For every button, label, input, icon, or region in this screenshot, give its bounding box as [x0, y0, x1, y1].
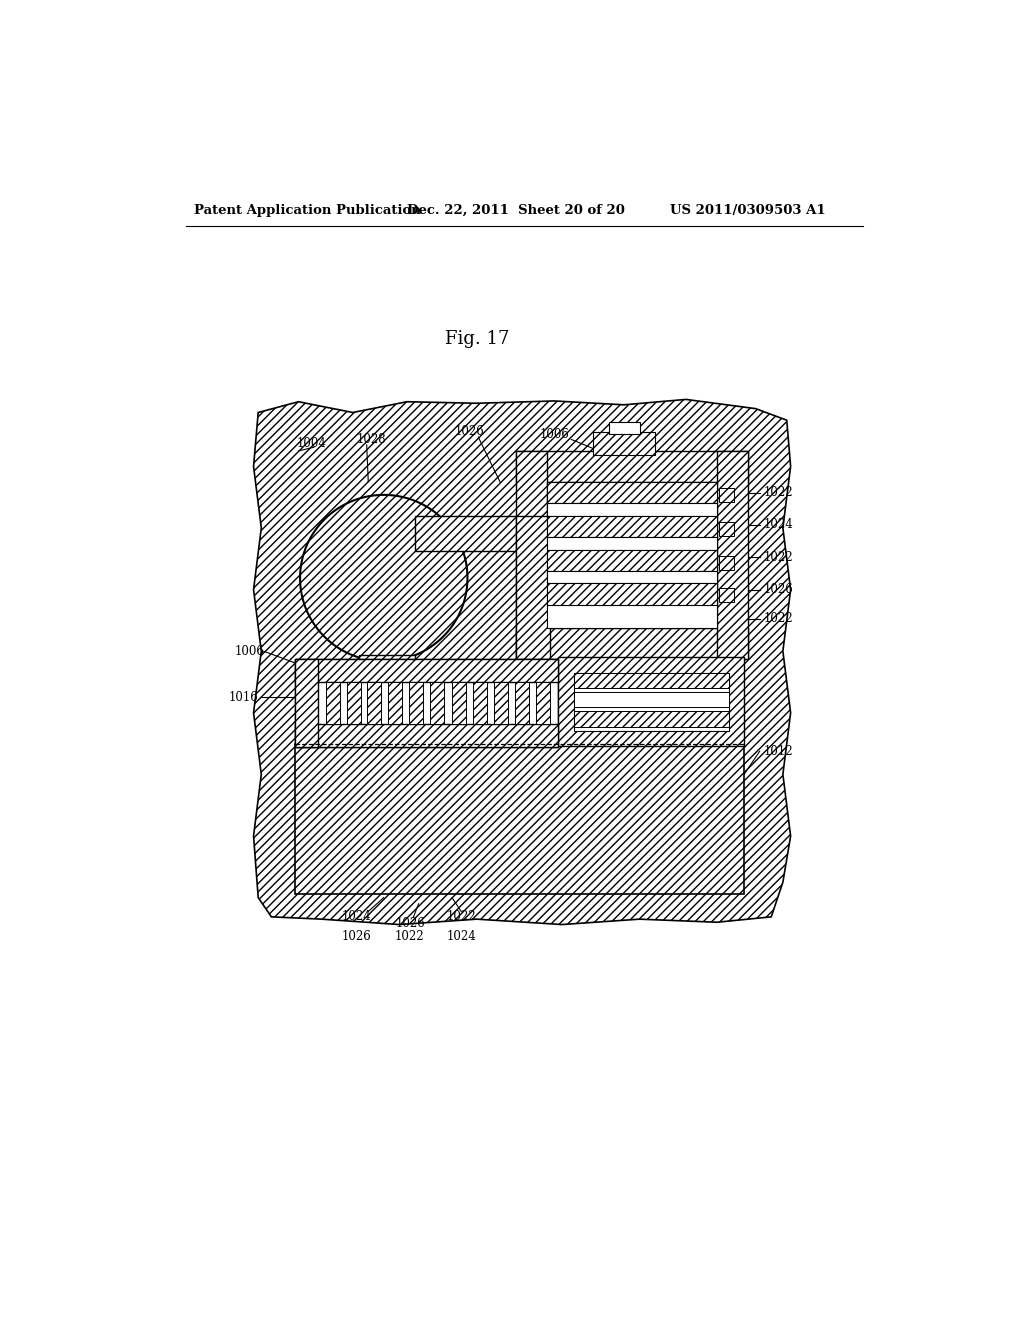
Bar [295, 743, 744, 894]
Bar [717, 451, 748, 659]
Bar [608, 422, 640, 434]
Bar [346, 682, 360, 725]
Polygon shape [359, 655, 415, 686]
Bar [719, 556, 734, 570]
Bar [573, 673, 729, 688]
Bar [573, 673, 729, 730]
Bar [536, 682, 550, 725]
Bar [719, 589, 734, 602]
Text: 1026: 1026 [396, 916, 426, 929]
Bar [326, 682, 340, 725]
Bar [515, 628, 748, 659]
Bar [719, 488, 734, 502]
Text: 1016: 1016 [228, 690, 258, 704]
Bar [573, 692, 729, 708]
Polygon shape [415, 516, 515, 552]
Bar [295, 659, 558, 682]
Bar [593, 432, 655, 455]
Bar [547, 549, 717, 572]
Polygon shape [254, 400, 791, 924]
Bar [547, 516, 717, 537]
Bar [515, 682, 528, 725]
Bar [515, 451, 748, 482]
Text: 1026: 1026 [764, 583, 794, 597]
Text: 1024: 1024 [764, 519, 794, 532]
Bar [430, 682, 444, 725]
Text: 1024: 1024 [342, 911, 372, 924]
Bar [452, 682, 466, 725]
Polygon shape [515, 516, 550, 659]
Bar [473, 682, 486, 725]
Text: US 2011/0309503 A1: US 2011/0309503 A1 [671, 205, 826, 218]
Bar [388, 682, 402, 725]
Text: 1022: 1022 [764, 486, 794, 499]
Text: 1012: 1012 [764, 744, 794, 758]
Text: 1022: 1022 [394, 929, 424, 942]
Bar [719, 521, 734, 536]
Polygon shape [300, 495, 467, 661]
Bar [573, 711, 729, 726]
Text: 1006: 1006 [540, 428, 569, 441]
Bar [558, 657, 744, 746]
Bar [547, 503, 717, 516]
Text: 1022: 1022 [764, 550, 794, 564]
Text: Dec. 22, 2011  Sheet 20 of 20: Dec. 22, 2011 Sheet 20 of 20 [407, 205, 625, 218]
Text: 1024: 1024 [446, 929, 476, 942]
Bar [547, 572, 717, 583]
Text: 1006: 1006 [234, 644, 265, 657]
Bar [368, 682, 381, 725]
Bar [547, 482, 717, 503]
Text: Patent Application Publication: Patent Application Publication [194, 205, 421, 218]
Bar [295, 659, 317, 747]
Bar [547, 482, 717, 628]
Text: Fig. 17: Fig. 17 [444, 330, 509, 348]
Bar [295, 659, 558, 747]
Bar [547, 583, 717, 605]
Bar [410, 682, 423, 725]
Text: 1026: 1026 [342, 929, 372, 942]
Bar [515, 451, 547, 659]
Bar [547, 537, 717, 549]
Bar [494, 682, 508, 725]
Text: 1026: 1026 [454, 425, 484, 438]
Text: 1028: 1028 [356, 433, 386, 446]
Text: 1004: 1004 [297, 437, 327, 450]
Text: 1022: 1022 [446, 911, 476, 924]
Text: 1022: 1022 [764, 612, 794, 626]
Bar [295, 725, 558, 747]
